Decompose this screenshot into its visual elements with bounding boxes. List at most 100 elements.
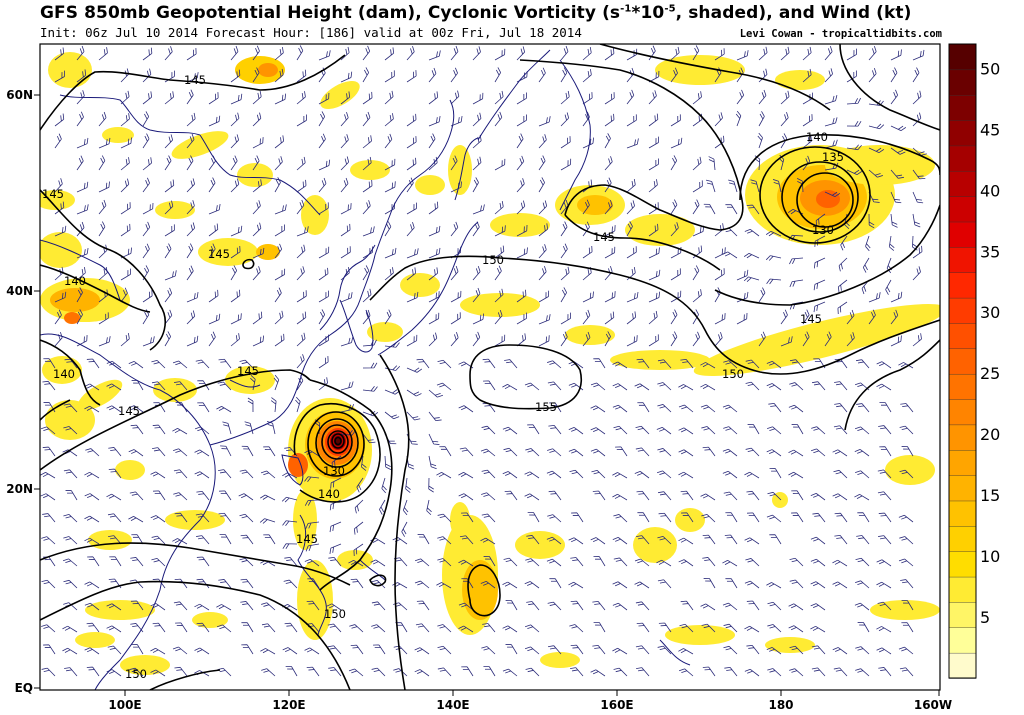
wind-barb [252,67,260,83]
wind-barb [414,669,430,677]
wind-barb [318,133,326,149]
wind-barb [802,309,810,325]
wind-barb [458,625,474,633]
wind-barb [582,245,593,259]
wind-barb [766,383,782,391]
wind-barb [459,447,474,457]
wind-barb [384,309,392,325]
wind-barb [428,247,441,259]
wind-barb [855,646,870,655]
wind-barb [634,471,650,479]
wind-barb [196,556,210,567]
wind-barb [252,112,262,127]
wind-barb [208,313,221,325]
wind-barb [172,360,188,369]
wind-barb [516,289,527,303]
wind-barb [912,90,922,105]
wind-barb [560,243,568,259]
wind-barb [746,204,760,215]
wind-barb [868,147,885,154]
wind-barb [175,622,188,633]
contour-label: 150 [125,667,147,681]
wind-barb [613,514,628,523]
wind-barb [340,91,351,105]
wind-barb [582,291,594,303]
title-sup-2: -5 [664,3,676,15]
wind-barb [832,449,848,457]
contour-label: 145 [800,312,822,326]
wind-barb [766,449,782,457]
wind-barb [612,493,628,501]
wind-barb [604,246,616,259]
wind-barb [494,288,504,303]
coastlines [40,49,691,690]
wind-barb [767,668,782,677]
wind-barb [152,447,166,457]
contour-label: 155 [535,400,557,414]
wind-barb [406,389,422,397]
contour-label: 145 [593,230,615,244]
wind-barb [252,179,262,193]
wind-barb [150,471,166,479]
wind-barb [834,512,848,523]
wind-barb [648,310,658,325]
wind-barb [230,225,243,237]
wind-barb [838,257,848,272]
colorbar-cell [948,297,977,324]
wind-barb [636,535,650,545]
wind-barb [340,246,351,259]
wind-barb [196,622,210,633]
contour-label: 130 [812,223,834,237]
wind-barb [327,645,342,655]
wind-barb [218,469,232,479]
wind-barb [538,223,548,237]
wind-barb [678,404,694,413]
wind-barb [174,666,188,677]
wind-barb [304,499,320,506]
wind-barb [84,581,100,589]
wind-barb [252,335,265,347]
wind-barb [670,268,681,281]
wind-barb [41,579,56,589]
wind-barb [384,113,394,127]
wind-barb [768,403,782,413]
wind-barb [428,455,437,470]
wind-barb [150,647,166,655]
wind-barb [590,537,606,545]
wind-barb [194,449,210,457]
colorbar-cell [948,348,977,375]
wind-barb [525,448,540,457]
wind-barb [789,668,804,677]
wind-barb [865,235,871,252]
wind-barb [637,512,650,523]
wind-barb [142,243,150,259]
wind-barb [274,224,285,237]
wind-barb [657,382,672,391]
wind-barb [692,45,700,61]
wind-barb [626,89,635,105]
wind-barb [626,200,635,215]
wind-barb [899,469,914,479]
wind-barb [174,381,188,391]
wind-barb [593,556,606,567]
wind-barb [230,45,239,61]
wind-barb [802,331,810,347]
wind-barb [219,490,232,501]
wind-barb [480,580,496,589]
wind-barb [802,114,813,127]
wind-barb [901,446,914,457]
wind-barb [723,645,738,655]
wind-barb [868,213,875,229]
wind-barb [708,156,716,171]
wind-barb [582,331,591,347]
wind-barb [878,512,892,523]
wind-barb [415,623,430,633]
wind-barb [405,477,411,493]
wind-barb [84,515,100,523]
wind-barb [626,221,633,237]
wind-barb [414,647,430,655]
wind-barb [846,169,863,176]
wind-barb [524,471,540,479]
wind-barb [657,645,672,655]
